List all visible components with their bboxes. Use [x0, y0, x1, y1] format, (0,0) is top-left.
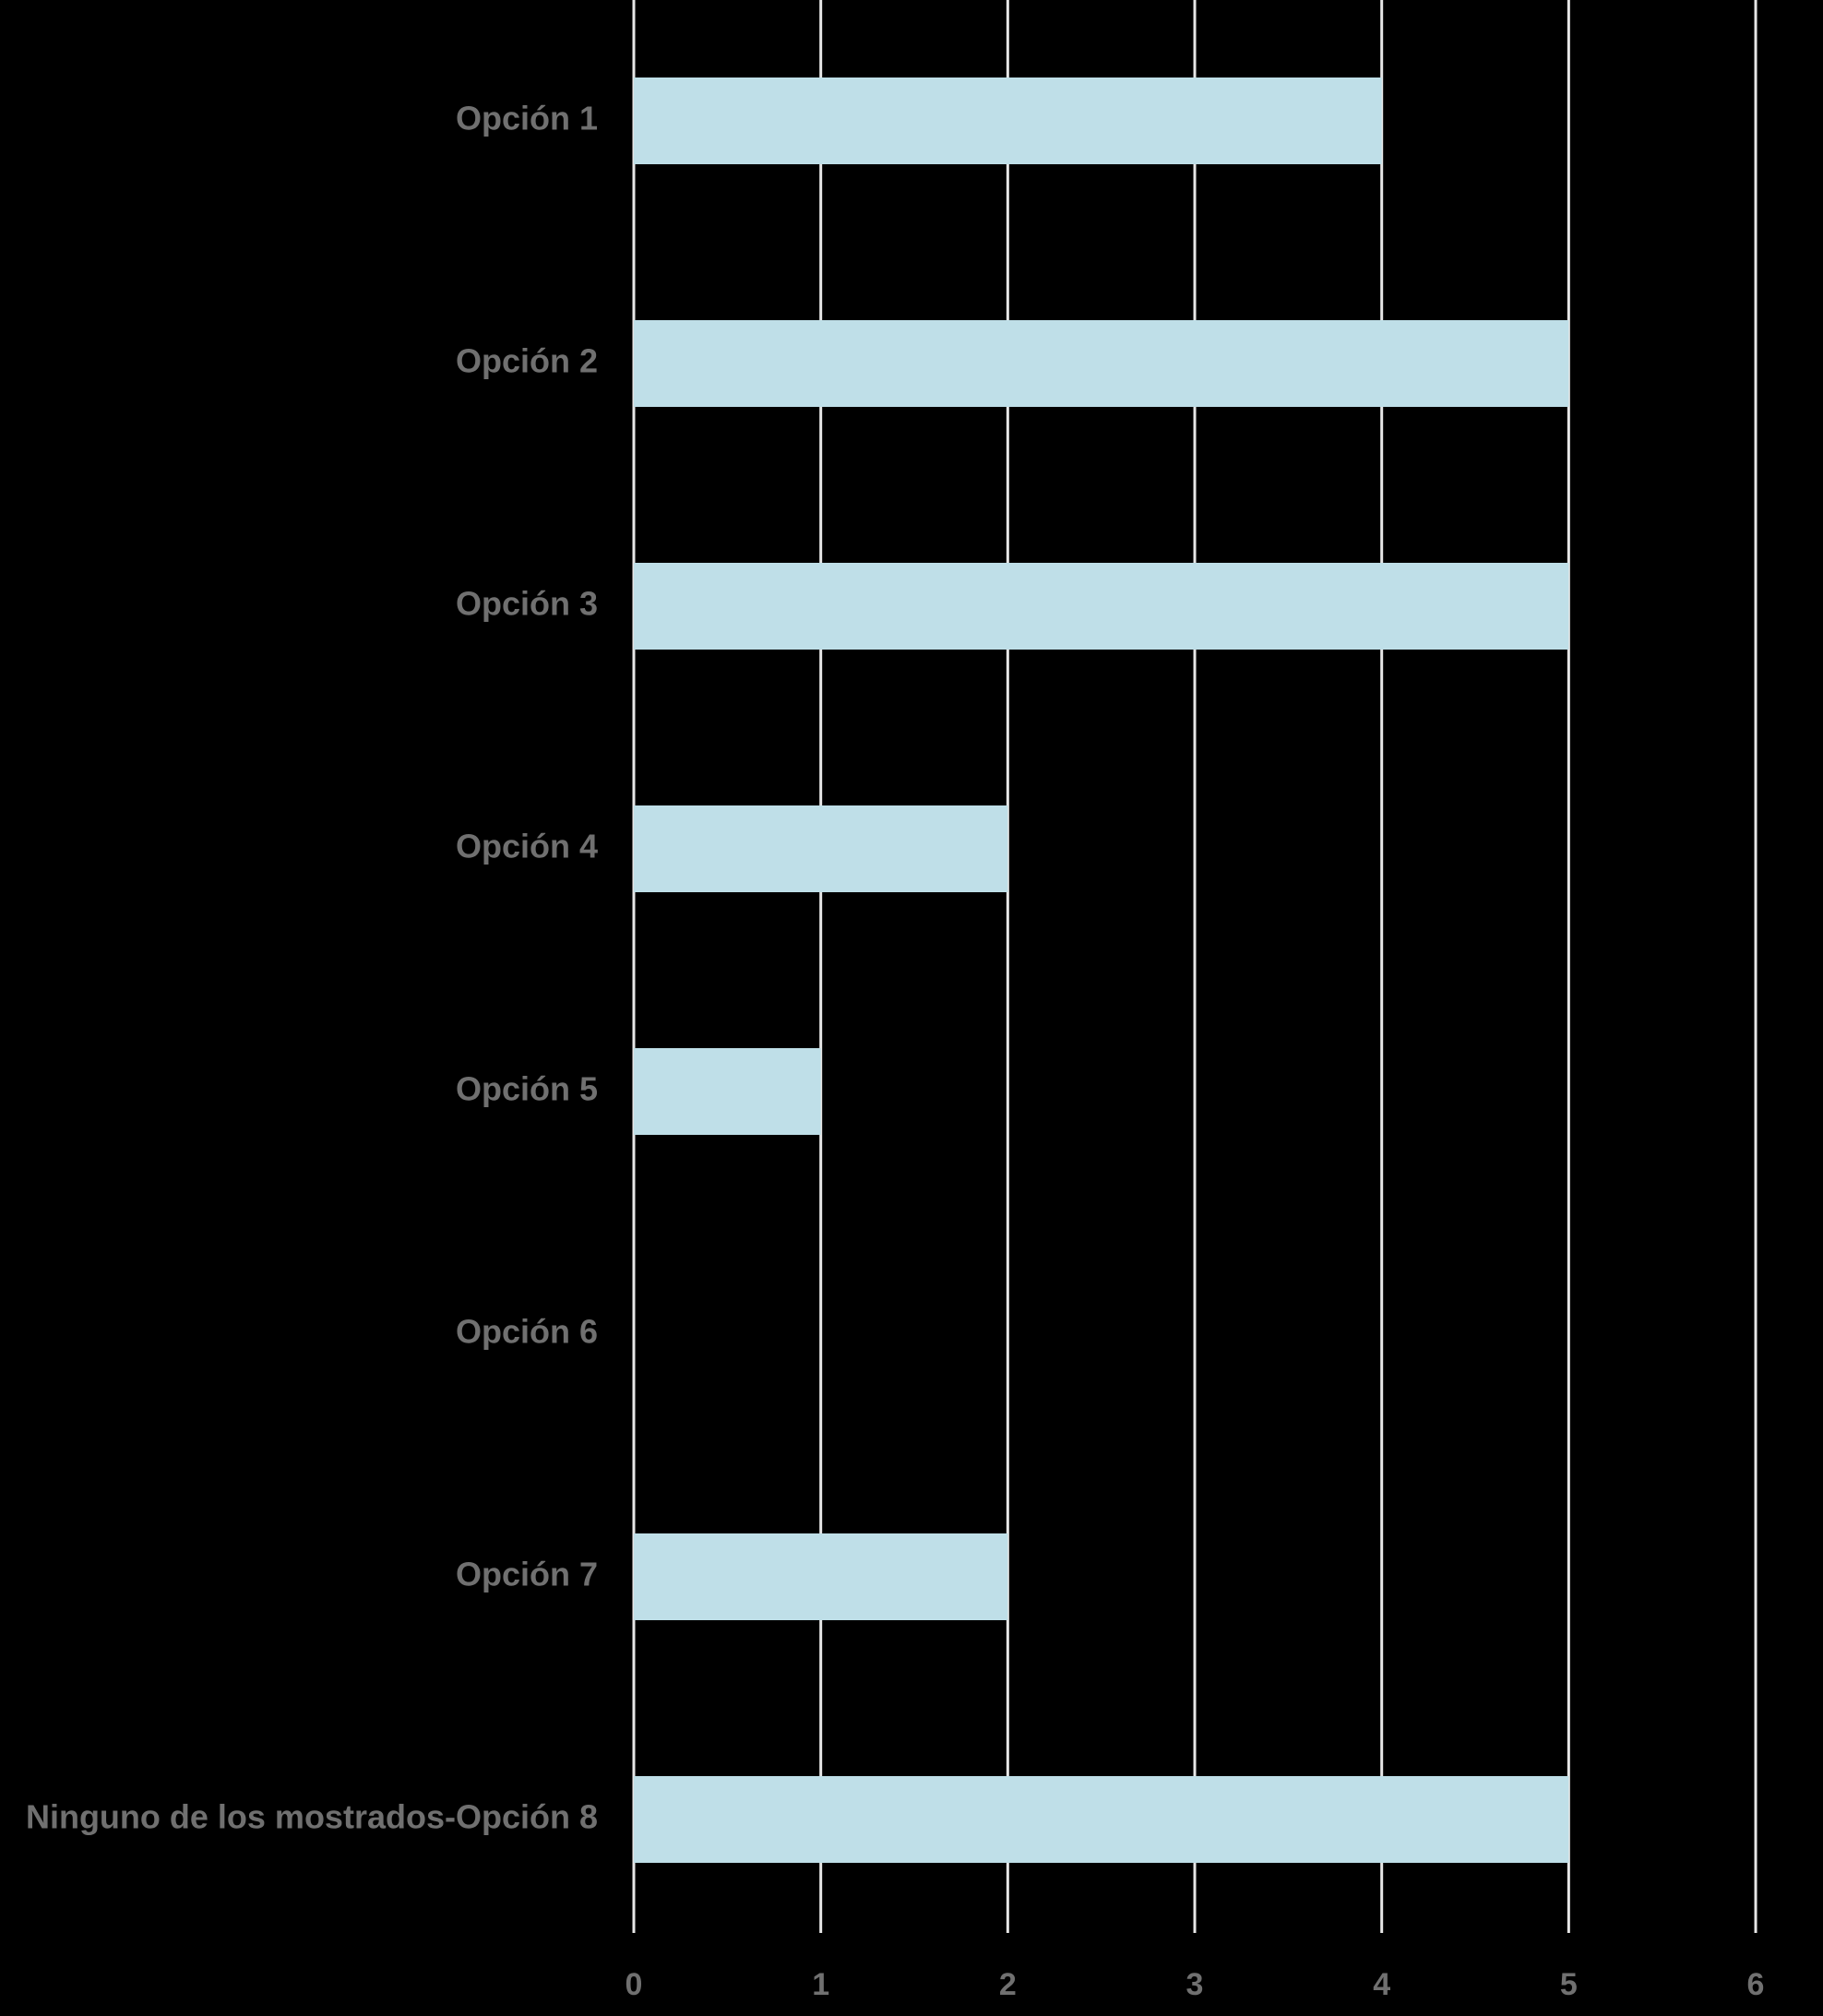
- bar-3: [634, 563, 1569, 650]
- bars: [634, 78, 1569, 1863]
- category-label-8: Ninguno de los mostrados-Opción 8: [26, 1798, 598, 1836]
- bar-8: [634, 1776, 1569, 1863]
- x-axis-tick-labels: 0 1 2 3 4 5 6: [626, 1967, 1765, 2002]
- bar-1: [634, 78, 1382, 164]
- category-label-6: Opción 6: [456, 1313, 598, 1351]
- category-label-7: Opción 7: [456, 1556, 598, 1593]
- x-tick-label-2: 2: [999, 1967, 1017, 2002]
- bar-2: [634, 320, 1569, 407]
- x-tick-label-3: 3: [1186, 1967, 1204, 2002]
- bar-5: [634, 1048, 821, 1135]
- x-tick-label-0: 0: [626, 1967, 643, 2002]
- category-label-3: Opción 3: [456, 585, 598, 623]
- category-label-4: Opción 4: [456, 828, 598, 865]
- x-tick-label-1: 1: [812, 1967, 829, 2002]
- category-labels: Opción 1 Opción 2 Opción 3 Opción 4 Opción 5…: [26, 100, 598, 1836]
- x-tick-label-5: 5: [1560, 1967, 1578, 2002]
- bar-7: [634, 1533, 1008, 1620]
- x-tick-label-4: 4: [1373, 1967, 1390, 2002]
- x-tick-label-6: 6: [1747, 1967, 1765, 2002]
- category-label-2: Opción 2: [456, 342, 598, 380]
- category-label-1: Opción 1: [456, 100, 598, 137]
- category-label-5: Opción 5: [456, 1070, 598, 1108]
- bar-4: [634, 805, 1008, 892]
